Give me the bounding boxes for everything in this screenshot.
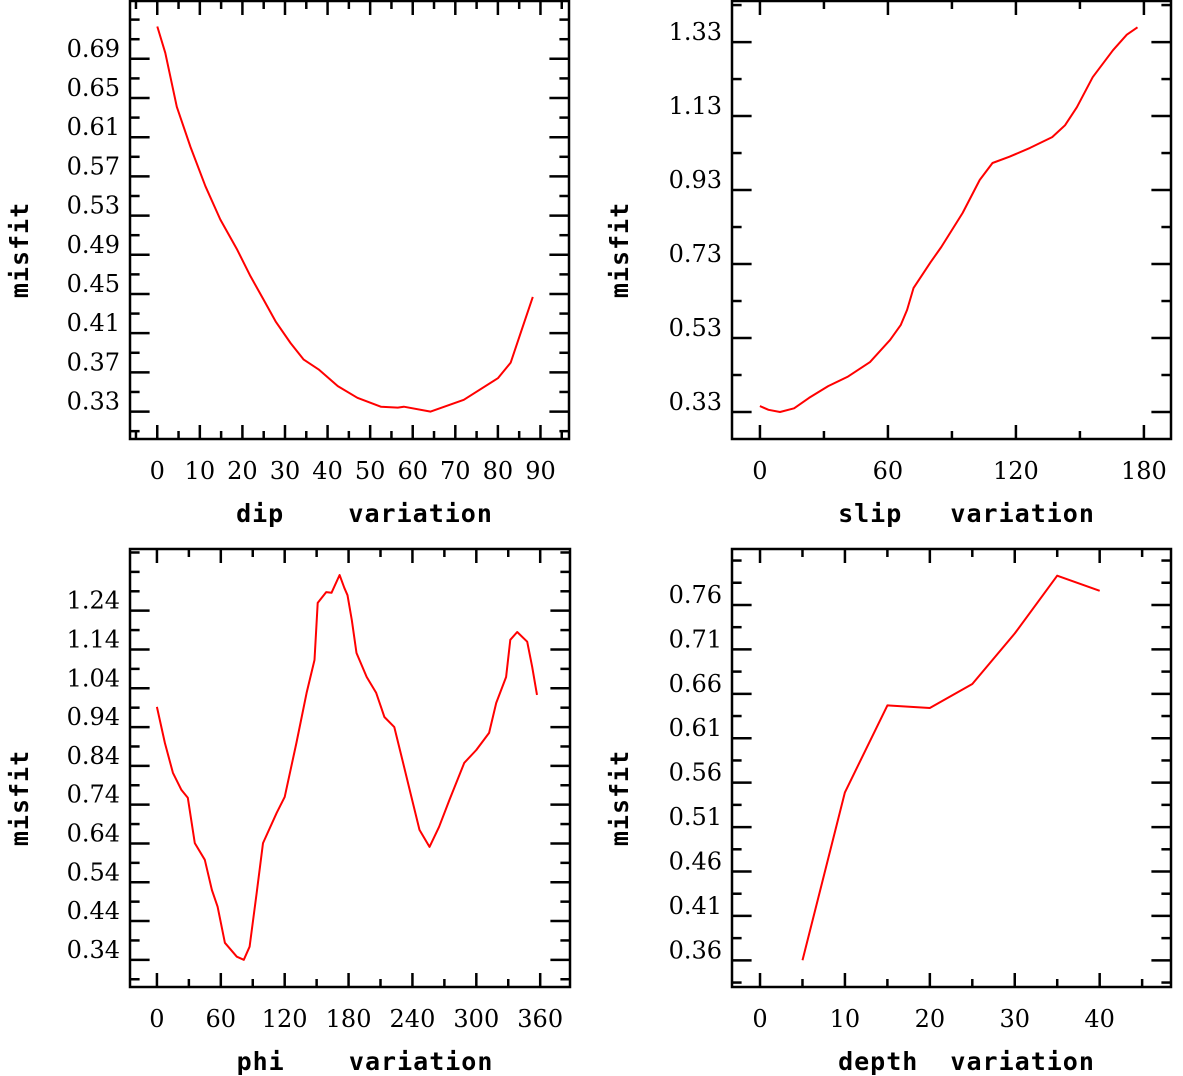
y-tick-label: 0.69	[67, 35, 120, 63]
phi-y-axis-label: misfit	[5, 750, 34, 846]
depth-y-axis-label: misfit	[605, 750, 634, 846]
phi-x-axis-label: phi variation	[237, 1047, 494, 1076]
phi-plot-frame	[128, 547, 572, 989]
y-tick-label: 0.94	[67, 703, 120, 731]
x-tick-label: 90	[525, 457, 556, 485]
depth-x-axis-label: depth variation	[838, 1047, 1095, 1076]
x-tick-label: 30	[999, 1005, 1030, 1033]
y-tick-label: 1.13	[669, 92, 722, 120]
phi-variation-panel: 0 60 120 180 240 300 360 0.34 0.44 0.54 0.64 0.74 0.…	[5, 547, 572, 1076]
slip-plot-frame	[730, 0, 1173, 441]
y-tick-label: 0.51	[669, 803, 722, 831]
x-tick-label: 360	[517, 1005, 563, 1033]
y-tick-label: 0.73	[669, 240, 722, 268]
y-tick-label: 0.41	[669, 892, 722, 920]
x-tick-label: 180	[326, 1005, 372, 1033]
y-tick-label: 1.04	[67, 664, 120, 692]
x-tick-label: 0	[150, 457, 165, 485]
y-tick-label: 0.44	[67, 897, 120, 925]
y-tick-label: 1.24	[67, 587, 120, 615]
x-tick-label: 0	[752, 1005, 767, 1033]
x-tick-label: 10	[830, 1005, 861, 1033]
y-tick-label: 0.37	[67, 348, 120, 376]
slip-misfit-line	[759, 26, 1139, 413]
x-tick-label: 50	[355, 457, 386, 485]
dip-variation-panel: 0 10 20 30 40 50 60 70 80 90 0.33 0.37 0.41 0.45 0.49 0…	[5, 0, 571, 528]
y-tick-label: 0.33	[669, 388, 722, 416]
y-tick-label: 0.36	[669, 936, 722, 964]
y-tick-label: 0.45	[67, 270, 120, 298]
y-tick-label: 0.74	[67, 781, 120, 809]
y-tick-label: 0.66	[669, 670, 722, 698]
depth-variation-panel: 0 10 20 30 40 0.36 0.41 0.46 0.51 0.56 0.61 0.66 0.7…	[605, 547, 1173, 1076]
y-tick-label: 0.46	[669, 848, 722, 876]
slip-y-axis-label: misfit	[605, 202, 634, 298]
x-tick-label: 60	[397, 457, 428, 485]
x-tick-label: 120	[262, 1005, 308, 1033]
y-tick-label: 0.84	[67, 742, 120, 770]
y-tick-label: 0.49	[67, 231, 120, 259]
x-tick-label: 20	[915, 1005, 946, 1033]
x-tick-label: 120	[993, 457, 1039, 485]
slip-axis-ticks: 0 60 120 180 0.33 0.53 0.73 0.93 1.13 1.33	[669, 1, 1171, 485]
x-tick-label: 70	[440, 457, 471, 485]
phi-axis-ticks: 0 60 120 180 240 300 360 0.34 0.44 0.54 0.64 0.74 0.…	[67, 549, 570, 1033]
y-tick-label: 0.54	[67, 858, 120, 886]
x-tick-label: 240	[390, 1005, 436, 1033]
slip-variation-panel: 0 60 120 180 0.33 0.53 0.73 0.93 1.13 1.33 misfit…	[605, 0, 1173, 528]
x-tick-label: 180	[1121, 457, 1167, 485]
depth-axis-ticks: 0 10 20 30 40 0.36 0.41 0.46 0.51 0.56 0.61 0.66 0.7…	[669, 549, 1171, 1033]
dip-x-axis-label: dip variation	[236, 499, 493, 528]
dip-plot-frame	[128, 0, 571, 441]
y-tick-label: 0.41	[67, 309, 120, 337]
dip-axis-ticks: 0 10 20 30 40 50 60 70 80 90 0.33 0.37 0.41 0.45 0.49 0…	[67, 1, 569, 485]
y-tick-label: 0.64	[67, 819, 120, 847]
x-tick-label: 20	[227, 457, 258, 485]
x-tick-label: 60	[873, 457, 904, 485]
depth-plot-frame	[730, 547, 1173, 989]
y-tick-label: 0.76	[669, 581, 722, 609]
x-tick-label: 60	[206, 1005, 237, 1033]
y-tick-label: 0.34	[67, 936, 120, 964]
x-tick-label: 10	[185, 457, 216, 485]
y-tick-label: 0.56	[669, 759, 722, 787]
slip-x-axis-label: slip variation	[838, 499, 1095, 528]
y-tick-label: 0.33	[67, 388, 120, 416]
y-tick-label: 0.53	[67, 192, 120, 220]
x-tick-label: 80	[483, 457, 514, 485]
depth-misfit-line	[801, 574, 1101, 961]
x-tick-label: 40	[1084, 1005, 1115, 1033]
y-tick-label: 1.33	[669, 18, 722, 46]
y-tick-label: 0.61	[67, 113, 120, 141]
y-tick-label: 0.71	[669, 625, 722, 653]
x-tick-label: 300	[453, 1005, 499, 1033]
dip-y-axis-label: misfit	[5, 202, 34, 298]
x-tick-label: 0	[752, 457, 767, 485]
y-tick-label: 1.14	[67, 625, 120, 653]
y-tick-label: 0.65	[67, 74, 120, 102]
y-tick-label: 0.53	[669, 314, 722, 342]
y-tick-label: 0.93	[669, 166, 722, 194]
dip-misfit-line	[156, 26, 534, 413]
y-tick-label: 0.61	[669, 714, 722, 742]
x-tick-label: 30	[270, 457, 301, 485]
y-tick-label: 0.57	[67, 152, 120, 180]
phi-misfit-line	[155, 574, 538, 961]
x-tick-label: 0	[149, 1005, 164, 1033]
x-tick-label: 40	[312, 457, 343, 485]
